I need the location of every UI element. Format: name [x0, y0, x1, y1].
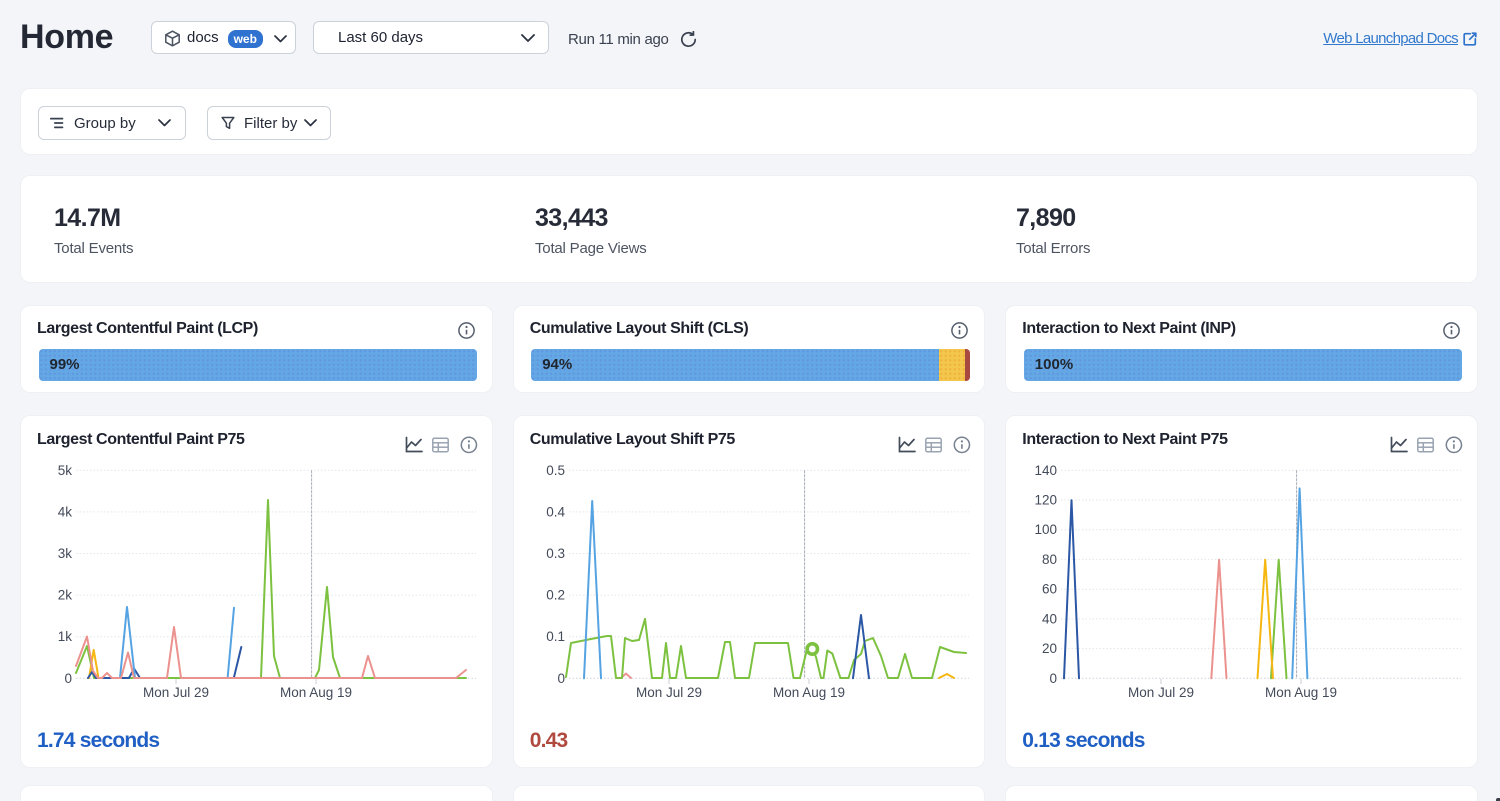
svg-text:140: 140 [1035, 463, 1058, 478]
svg-text:Mon Jul 29: Mon Jul 29 [1128, 685, 1194, 700]
svg-text:40: 40 [1042, 611, 1057, 626]
svg-text:Mon Jul 29: Mon Jul 29 [636, 685, 702, 700]
svg-text:100: 100 [1035, 522, 1058, 537]
svg-text:0: 0 [1050, 671, 1058, 686]
svg-text:1k: 1k [58, 629, 73, 644]
svg-text:120: 120 [1035, 493, 1058, 508]
svg-text:2k: 2k [58, 588, 73, 603]
svg-text:0: 0 [557, 671, 565, 686]
svg-text:Mon Jul 29: Mon Jul 29 [143, 685, 209, 700]
svg-text:Mon Aug 19: Mon Aug 19 [280, 685, 352, 700]
svg-text:0.3: 0.3 [546, 546, 565, 561]
svg-text:0.4: 0.4 [546, 504, 565, 519]
svg-text:4k: 4k [58, 504, 73, 519]
svg-text:60: 60 [1042, 582, 1057, 597]
svg-text:80: 80 [1042, 552, 1057, 567]
svg-text:20: 20 [1042, 641, 1057, 656]
svg-text:Mon Aug 19: Mon Aug 19 [773, 685, 845, 700]
svg-text:0.2: 0.2 [546, 588, 565, 603]
svg-text:0: 0 [64, 671, 72, 686]
svg-text:3k: 3k [58, 546, 73, 561]
svg-text:Mon Aug 19: Mon Aug 19 [1265, 685, 1337, 700]
svg-text:0.5: 0.5 [546, 463, 565, 478]
svg-text:0.1: 0.1 [546, 629, 565, 644]
svg-text:5k: 5k [58, 463, 73, 478]
